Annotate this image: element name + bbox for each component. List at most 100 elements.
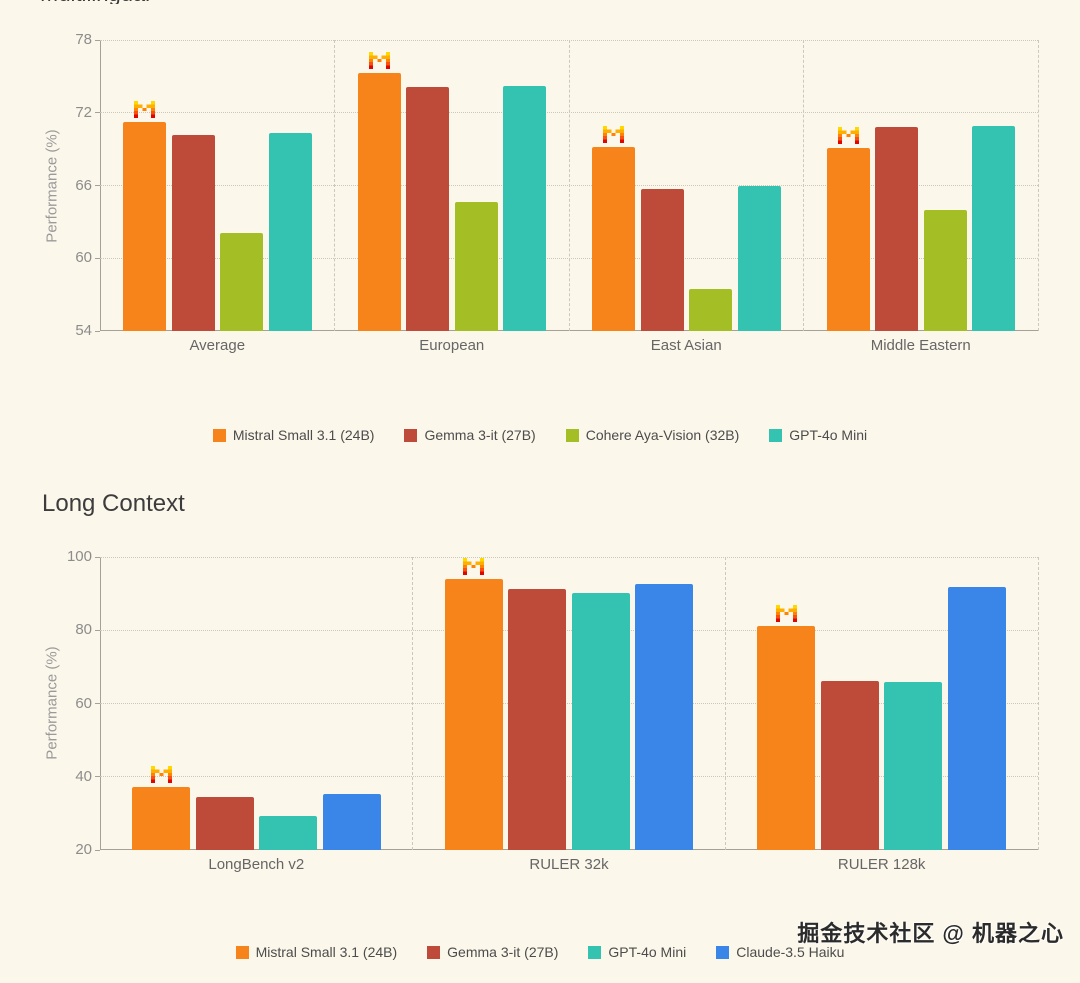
- legend-item-gemma-3-it-27b: Gemma 3-it (27B): [427, 944, 558, 960]
- y-tick-mark: [95, 629, 100, 631]
- bar-mistral-small-3-1-24b-ruler-32k: [444, 578, 503, 850]
- y-axis-label-long-context: Performance (%): [43, 646, 61, 760]
- mistral-logo-icon: [775, 604, 797, 622]
- category-label-east-asian: East Asian: [650, 337, 722, 354]
- category-label-longbench-v2: LongBench v2: [208, 856, 305, 873]
- h-gridline: [100, 556, 1038, 558]
- bar-claude-3-5-haiku-ruler-128k: [947, 586, 1006, 850]
- category-label-ruler-32k: RULER 32k: [529, 856, 609, 873]
- y-tick-label: 40: [75, 767, 92, 785]
- y-tick-label: 72: [75, 103, 92, 121]
- h-gridline: [100, 629, 1038, 631]
- v-gridline: [1037, 40, 1039, 331]
- bar-gpt-4o-mini-east-asian: [737, 185, 781, 331]
- bar-gemma-3-it-27b-average: [171, 134, 215, 331]
- watermark: 掘金技术社区 @ 机器之心: [797, 921, 1064, 946]
- bar-mistral-small-3-1-24b-middle-eastern: [826, 147, 870, 331]
- v-gridline: [1037, 557, 1039, 850]
- mistral-logo-icon: [463, 557, 485, 575]
- top-chart-title-clipped: Multilingual: [40, 0, 340, 4]
- bar-gpt-4o-mini-longbench-v2: [259, 815, 318, 850]
- v-gridline: [412, 557, 414, 850]
- bar-gpt-4o-mini-european: [503, 86, 546, 331]
- h-gridline: [100, 776, 1038, 778]
- legend-item-gpt-4o-mini: GPT-4o Mini: [588, 944, 686, 960]
- y-tick-mark: [95, 703, 100, 704]
- y-tick-mark: [95, 556, 100, 558]
- h-gridline: [100, 185, 1038, 186]
- y-tick-mark: [95, 776, 100, 778]
- legend-chip: [769, 428, 783, 442]
- bar-gemma-3-it-27b-middle-eastern: [875, 127, 918, 331]
- legend-chip: [235, 945, 249, 959]
- legend-label: Mistral Small 3.1 (24B): [232, 427, 375, 443]
- y-tick-label: 80: [75, 621, 92, 639]
- y-tick-mark: [95, 257, 100, 259]
- mistral-logo-icon: [150, 766, 172, 783]
- legend-item-gemma-3-it-27b: Gemma 3-it (27B): [404, 427, 536, 443]
- bar-gemma-3-it-27b-east-asian: [640, 189, 684, 331]
- bar-cohere-aya-vision-32b-east-asian: [689, 288, 732, 331]
- legend-label: GPT-4o Mini: [789, 427, 868, 443]
- legend: Mistral Small 3.1 (24B) Gemma 3-it (27B) C…: [0, 427, 1080, 443]
- legend-chip: [588, 945, 602, 959]
- y-tick-label: 54: [75, 322, 92, 339]
- y-tick-label: 60: [75, 249, 92, 267]
- bar-cohere-aya-vision-32b-middle-eastern: [923, 209, 967, 331]
- legend-label: Cohere Aya-Vision (32B): [585, 427, 740, 443]
- y-axis-label-multilingual: Performance (%): [43, 129, 61, 243]
- mistral-logo-icon: [837, 126, 859, 144]
- v-gridline: [724, 557, 726, 850]
- legend-chip: [212, 428, 226, 442]
- bar-claude-3-5-haiku-longbench-v2: [322, 794, 381, 850]
- legend-label: Mistral Small 3.1 (24B): [255, 944, 398, 960]
- v-gridline: [334, 40, 335, 331]
- long-context-title: Long Context: [42, 490, 185, 517]
- category-label-european: European: [419, 337, 485, 354]
- legend-chip: [716, 945, 730, 959]
- category-label-middle-eastern: Middle Eastern: [870, 337, 971, 354]
- bar-gemma-3-it-27b-european: [406, 87, 449, 331]
- bar-mistral-small-3-1-24b-ruler-128k: [757, 625, 816, 850]
- h-gridline: [100, 703, 1038, 704]
- v-gridline: [568, 40, 570, 331]
- y-tick-mark: [95, 112, 100, 114]
- y-tick-label: 78: [75, 31, 92, 48]
- category-label-average: Average: [189, 337, 246, 354]
- y-tick-label: 20: [75, 841, 92, 858]
- bar-gpt-4o-mini-ruler-32k: [571, 592, 630, 850]
- legend-item-gpt-4o-mini: GPT-4o Mini: [769, 427, 867, 443]
- legend-chip: [427, 945, 441, 959]
- legend-item-cohere-aya-vision-32b: Cohere Aya-Vision (32B): [565, 427, 740, 443]
- legend-item-mistral-small-3-1-24b: Mistral Small 3.1 (24B): [235, 944, 398, 960]
- legend-label: GPT-4o Mini: [608, 944, 687, 960]
- y-tick-label: 100: [66, 548, 92, 565]
- bar-mistral-small-3-1-24b-average: [123, 122, 166, 331]
- mistral-logo-icon: [368, 51, 390, 69]
- bar-gemma-3-it-27b-longbench-v2: [195, 796, 254, 850]
- y-tick-mark: [95, 39, 100, 41]
- legend-chip: [565, 428, 579, 442]
- bar-gpt-4o-mini-middle-eastern: [972, 126, 1015, 331]
- legend-item-mistral-small-3-1-24b: Mistral Small 3.1 (24B): [212, 427, 375, 443]
- bar-cohere-aya-vision-32b-european: [454, 202, 498, 331]
- category-label-ruler-128k: RULER 128k: [837, 856, 926, 873]
- mistral-logo-icon: [134, 101, 155, 119]
- h-gridline: [100, 39, 1038, 41]
- bar-mistral-small-3-1-24b-east-asian: [592, 146, 635, 331]
- mistral-logo-icon: [603, 125, 624, 143]
- legend-chip: [404, 428, 418, 442]
- plot-area: [100, 40, 1038, 331]
- bar-cohere-aya-vision-32b-average: [220, 232, 263, 331]
- legend-label: Gemma 3-it (27B): [447, 944, 559, 960]
- bar-claude-3-5-haiku-ruler-32k: [635, 584, 694, 850]
- h-gridline: [100, 112, 1038, 114]
- y-tick-mark: [95, 330, 100, 332]
- legend-label: Gemma 3-it (27B): [424, 427, 536, 443]
- y-tick-mark: [95, 185, 100, 186]
- y-tick-mark: [95, 849, 100, 851]
- plot-area: [100, 557, 1038, 850]
- bar-gpt-4o-mini-ruler-128k: [884, 682, 943, 850]
- bar-mistral-small-3-1-24b-longbench-v2: [132, 787, 191, 850]
